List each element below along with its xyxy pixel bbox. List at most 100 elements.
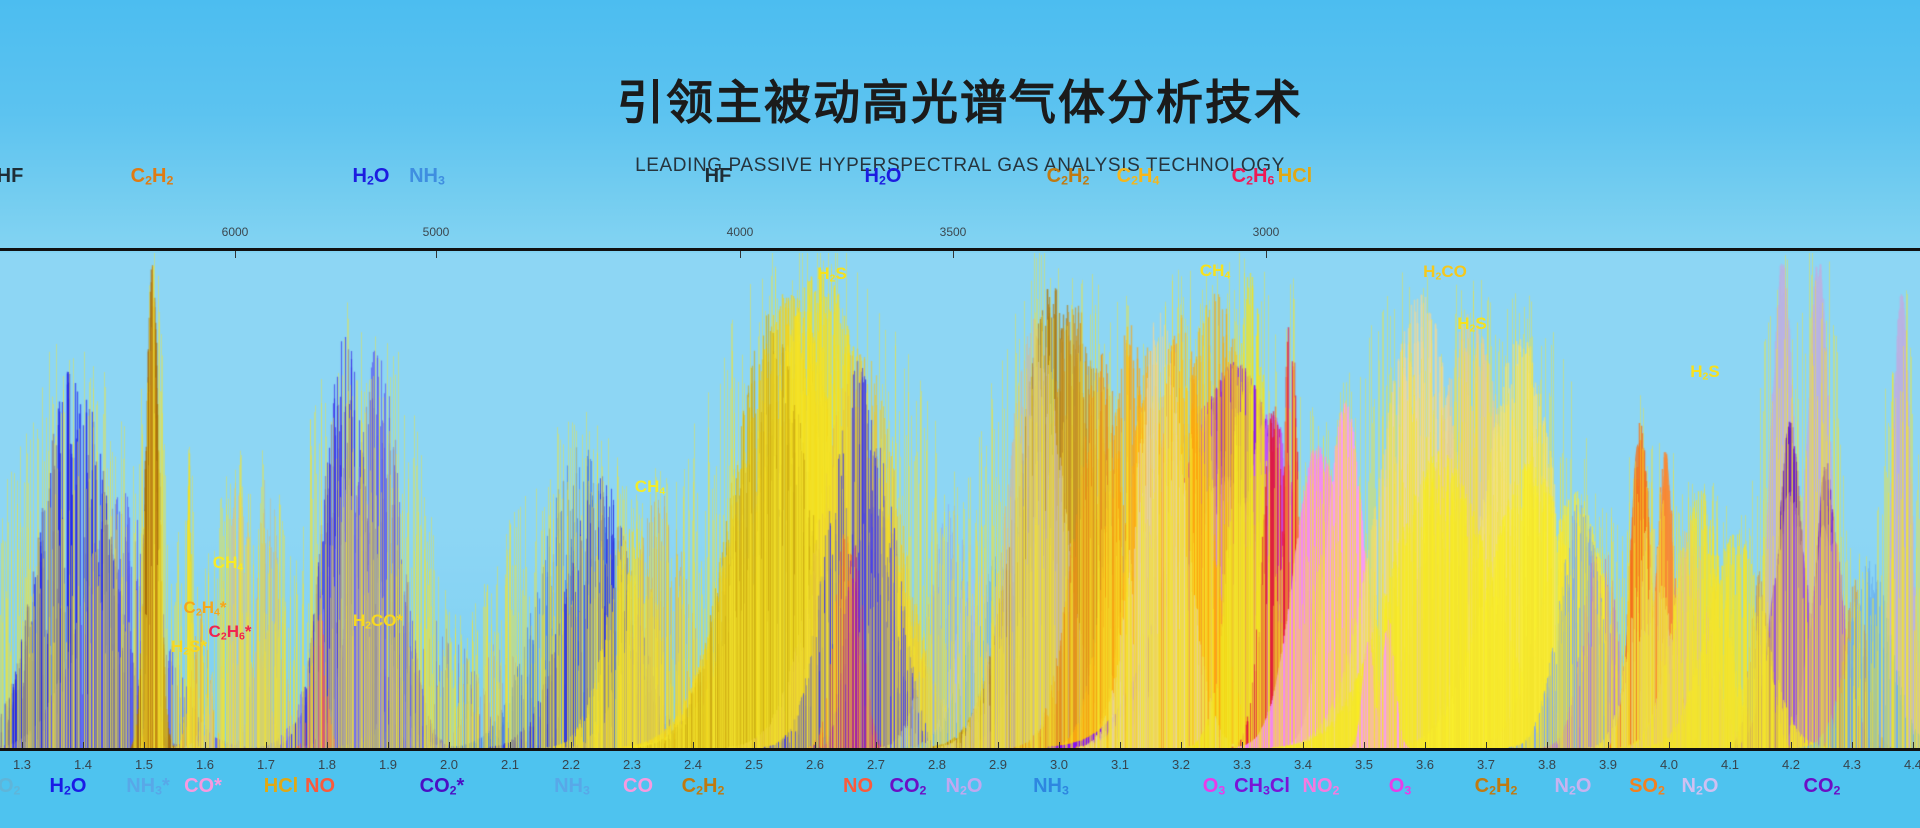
gas-label-bottom: CO2* (419, 775, 465, 798)
tick-label-bottom: 2.1 (500, 757, 520, 772)
tick-label-bottom: 2.8 (927, 757, 947, 772)
gas-label-inplot: C2H4* (183, 598, 227, 619)
tick-label-bottom: 1.6 (195, 757, 215, 772)
tick-label-bottom: 1.4 (73, 757, 93, 772)
spectrum-canvas (0, 253, 1920, 748)
tick-label-bottom: 2.3 (622, 757, 642, 772)
gas-label-inplot: H2S (1457, 314, 1487, 335)
tick-label-bottom: 4.4 (1903, 757, 1920, 772)
gas-label-top: HF (704, 165, 732, 187)
tick-mark-bottom (327, 742, 328, 748)
tick-mark-bottom (937, 742, 938, 748)
gas-label-bottom: N2O (945, 775, 983, 798)
tick-mark-bottom (1242, 742, 1243, 748)
gas-label-inplot: H2S (817, 264, 847, 285)
page-title: 引领主被动高光谱气体分析技术 (617, 76, 1303, 131)
gas-label-bottom: H2O (49, 775, 87, 798)
tick-label-bottom: 3.2 (1171, 757, 1191, 772)
tick-label-bottom: 2.4 (683, 757, 703, 772)
tick-mark-bottom (266, 742, 267, 748)
tick-label-bottom: 3.9 (1598, 757, 1618, 772)
tick-mark-bottom (1181, 742, 1182, 748)
tick-label-bottom: 2.0 (439, 757, 459, 772)
gas-label-inplot: C2H6* (208, 622, 252, 643)
tick-label-top: 3500 (939, 225, 967, 239)
tick-mark-bottom (1608, 742, 1609, 748)
tick-mark-bottom (1364, 742, 1365, 748)
tick-label-top: 3000 (1252, 225, 1280, 239)
tick-mark-bottom (1303, 742, 1304, 748)
gas-label-bottom: CO2 (889, 775, 927, 798)
tick-label-bottom: 3.3 (1232, 757, 1252, 772)
tick-mark-bottom (998, 742, 999, 748)
tick-mark-bottom (632, 742, 633, 748)
tick-label-bottom: 3.7 (1476, 757, 1496, 772)
tick-mark-bottom (1547, 742, 1548, 748)
gas-label-inplot: H2S* (170, 637, 208, 658)
gas-label-bottom: CO (623, 775, 653, 797)
tick-label-bottom: 3.4 (1293, 757, 1313, 772)
tick-mark-top (235, 251, 236, 258)
gas-label-inplot: H2S (1690, 362, 1720, 383)
tick-label-top: 5000 (422, 225, 450, 239)
spectrum-plot (0, 253, 1920, 748)
gas-label-bottom: SO2 (1629, 775, 1665, 798)
tick-mark-bottom (205, 742, 206, 748)
tick-mark-bottom (1120, 742, 1121, 748)
gas-label-bottom: N2O (1681, 775, 1719, 798)
tick-label-bottom: 1.9 (378, 757, 398, 772)
tick-label-bottom: 4.1 (1720, 757, 1740, 772)
bottom-label-pane (0, 751, 1920, 828)
gas-label-bottom: C2H2 (681, 775, 725, 798)
tick-label-bottom: 3.5 (1354, 757, 1374, 772)
tick-mark-bottom (83, 742, 84, 748)
gas-label-top: C2H6 (1231, 165, 1275, 188)
tick-label-bottom: 4.0 (1659, 757, 1679, 772)
tick-mark-bottom (22, 742, 23, 748)
gas-label-bottom: NH3* (126, 775, 170, 798)
tick-label-bottom: 3.6 (1415, 757, 1435, 772)
tick-mark-bottom (510, 742, 511, 748)
gas-label-bottom: CO2 (1803, 775, 1841, 798)
axis-top-line (0, 248, 1920, 251)
gas-label-top: C2H2 (130, 165, 174, 188)
tick-mark-top (953, 251, 954, 258)
tick-mark-bottom (1913, 742, 1914, 748)
tick-label-top: 4000 (726, 225, 754, 239)
tick-label-bottom: 2.6 (805, 757, 825, 772)
gas-label-top: HF (0, 165, 24, 187)
tick-label-bottom: 1.7 (256, 757, 276, 772)
gas-label-inplot: CH4 (1199, 261, 1231, 282)
gas-label-bottom: O3 (1388, 775, 1412, 798)
tick-label-bottom: 2.9 (988, 757, 1008, 772)
gas-label-bottom: HCl (263, 775, 299, 797)
gas-label-bottom: CO* (184, 775, 222, 797)
tick-label-bottom: 4.2 (1781, 757, 1801, 772)
gas-label-inplot: H2CO (1423, 262, 1467, 283)
gas-label-inplot: CH4 (212, 553, 244, 574)
tick-label-bottom: 1.8 (317, 757, 337, 772)
tick-label-bottom: 2.7 (866, 757, 886, 772)
gas-label-top: NH3 (409, 165, 445, 188)
tick-mark-bottom (571, 742, 572, 748)
tick-mark-bottom (876, 742, 877, 748)
gas-label-bottom: NH3 (1033, 775, 1069, 798)
tick-mark-bottom (388, 742, 389, 748)
tick-label-bottom: 3.0 (1049, 757, 1069, 772)
gas-label-top: H2O (864, 165, 902, 188)
tick-label-bottom: 1.3 (12, 757, 32, 772)
gas-label-bottom: NH3 (554, 775, 590, 798)
gas-label-top: H2O (352, 165, 390, 188)
page-subtitle: LEADING PASSIVE HYPERSPECTRAL GAS ANALYS… (635, 155, 1285, 176)
tick-label-bottom: 1.5 (134, 757, 154, 772)
gas-label-bottom: N2O (1554, 775, 1592, 798)
gas-label-top: C2H4 (1116, 165, 1160, 188)
tick-mark-bottom (449, 742, 450, 748)
tick-mark-top (740, 251, 741, 258)
tick-mark-bottom (693, 742, 694, 748)
gas-label-top: C2H2 (1046, 165, 1090, 188)
tick-mark-top (436, 251, 437, 258)
tick-mark-bottom (1852, 742, 1853, 748)
tick-label-bottom: 3.1 (1110, 757, 1130, 772)
